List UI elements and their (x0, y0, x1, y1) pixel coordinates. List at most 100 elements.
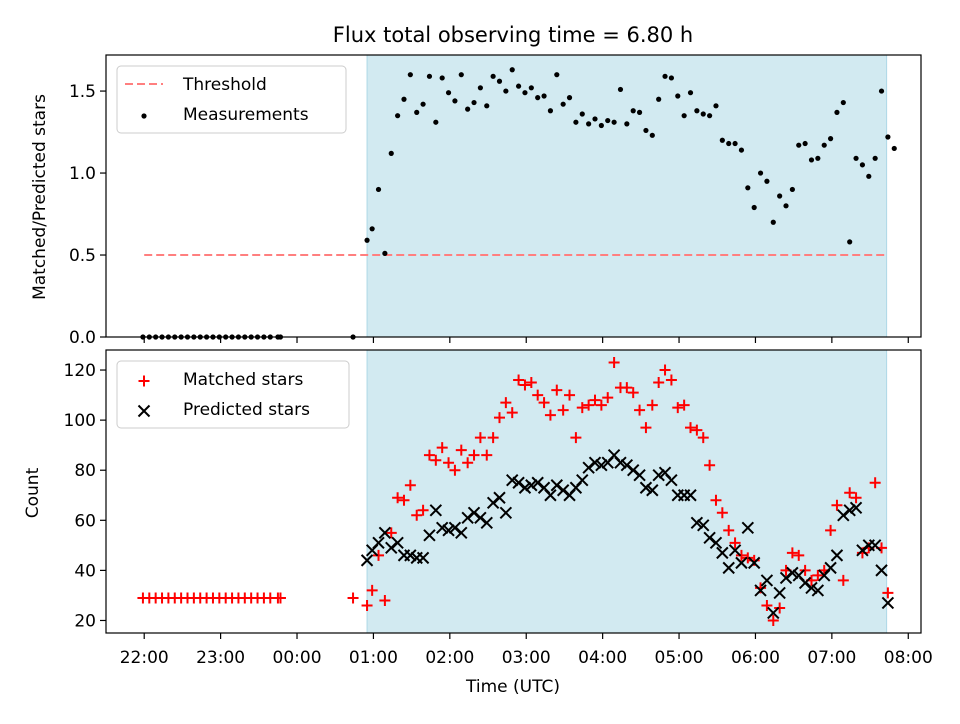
x-tick-label: 23:00 (196, 648, 245, 668)
bottom-y-tick-label: 120 (64, 361, 96, 381)
x-tick-label: 06:00 (731, 648, 780, 668)
predicted-point (754, 584, 767, 597)
measurement-point (847, 239, 853, 245)
measurement-point (777, 193, 783, 199)
predicted-point (506, 474, 519, 487)
predicted-point (747, 556, 761, 570)
predicted-point (805, 581, 818, 595)
bottom-series-1 (137, 357, 894, 626)
measurement-point (407, 72, 413, 78)
top-panel: 0.0 0.5 1.0 1.5 Threshold Measurements (69, 54, 922, 348)
bottom-axes-frame (105, 349, 922, 634)
predicted-point (614, 456, 627, 469)
matched-point (665, 374, 677, 386)
matched-point (487, 432, 499, 444)
predicted-point (697, 519, 710, 532)
measurement-point (465, 106, 471, 112)
measurement-point (420, 101, 426, 107)
measurement-point (535, 95, 541, 101)
x-tick-label: 02:00 (425, 648, 474, 668)
measurement-point (707, 113, 713, 119)
matched-point (589, 394, 601, 406)
matched-point (831, 499, 843, 511)
measurement-point (624, 121, 630, 127)
matched-point (366, 584, 378, 596)
legend-predicted-swatch (137, 404, 151, 418)
matched-point (608, 357, 620, 369)
x-tick-label: 07:00 (807, 648, 856, 668)
measurement-point (598, 122, 604, 129)
bottom-legend-box (116, 360, 350, 429)
predicted-point (881, 596, 895, 610)
matched-point (742, 552, 754, 564)
matched-point (595, 399, 607, 411)
measurement-point (541, 93, 547, 99)
matched-point (640, 422, 652, 434)
matched-point (493, 412, 505, 424)
matched-point (398, 494, 410, 506)
bottom-y-axis-label: Count (23, 467, 43, 518)
matched-point (716, 507, 728, 519)
predicted-point (811, 584, 825, 597)
matched-point (423, 449, 435, 461)
matched-point (468, 449, 480, 461)
predicted-point (429, 504, 443, 517)
matched-point (361, 599, 373, 611)
measurement-point (681, 113, 687, 119)
measurement-point (853, 155, 859, 161)
matched-point (551, 384, 563, 396)
x-tick-label: 00:00 (273, 648, 322, 668)
measurement-point (547, 108, 554, 114)
matched-point (812, 569, 824, 581)
measurement-point (700, 111, 706, 117)
matched-point (869, 477, 881, 489)
measurement-point (808, 157, 815, 163)
matched-point (761, 599, 773, 611)
matched-point (274, 592, 286, 604)
matched-point (379, 594, 391, 606)
matched-point (799, 564, 811, 576)
predicted-point (773, 586, 786, 600)
measurement-point (471, 99, 477, 106)
measurement-point (630, 108, 636, 114)
measurement-point (414, 109, 420, 115)
measurement-point (573, 119, 579, 125)
measurement-point (586, 121, 592, 127)
matched-point (506, 407, 518, 419)
matched-point (659, 364, 671, 376)
matched-point (449, 464, 461, 476)
measurement-point (821, 142, 827, 148)
measurement-point (872, 155, 878, 161)
predicted-point (868, 539, 882, 552)
top-legend: Threshold Measurements (116, 65, 347, 134)
matched-point (704, 459, 716, 471)
matched-point (634, 404, 646, 416)
matched-point (774, 602, 786, 614)
measurement-point (579, 111, 585, 117)
matched-point (697, 432, 709, 444)
measurement-point (745, 185, 751, 191)
predicted-point (372, 536, 385, 550)
measurement-point (503, 88, 509, 94)
matched-point (570, 432, 582, 444)
measurement-point (827, 136, 834, 142)
measurement-point (382, 250, 388, 256)
measurement-point (401, 96, 407, 102)
bottom-y-tick-label: 40 (74, 561, 96, 581)
top-legend-box (116, 65, 347, 134)
measurement-point (815, 155, 821, 161)
measurement-point (636, 109, 643, 115)
matched-point (373, 549, 385, 561)
bottom-panel: 20 40 60 80 100 120 22:00 23:00 00:00 01:00 02:00 0… (64, 349, 933, 668)
matched-point (385, 527, 397, 539)
matched-point (602, 392, 614, 404)
predicted-point (646, 484, 659, 497)
measurement-point (490, 73, 496, 79)
predicted-point (493, 491, 506, 504)
predicted-point (378, 526, 392, 540)
matched-point (436, 442, 448, 454)
measurement-point (439, 75, 445, 81)
legend-measurement-swatch (141, 113, 147, 119)
predicted-point (875, 564, 888, 577)
